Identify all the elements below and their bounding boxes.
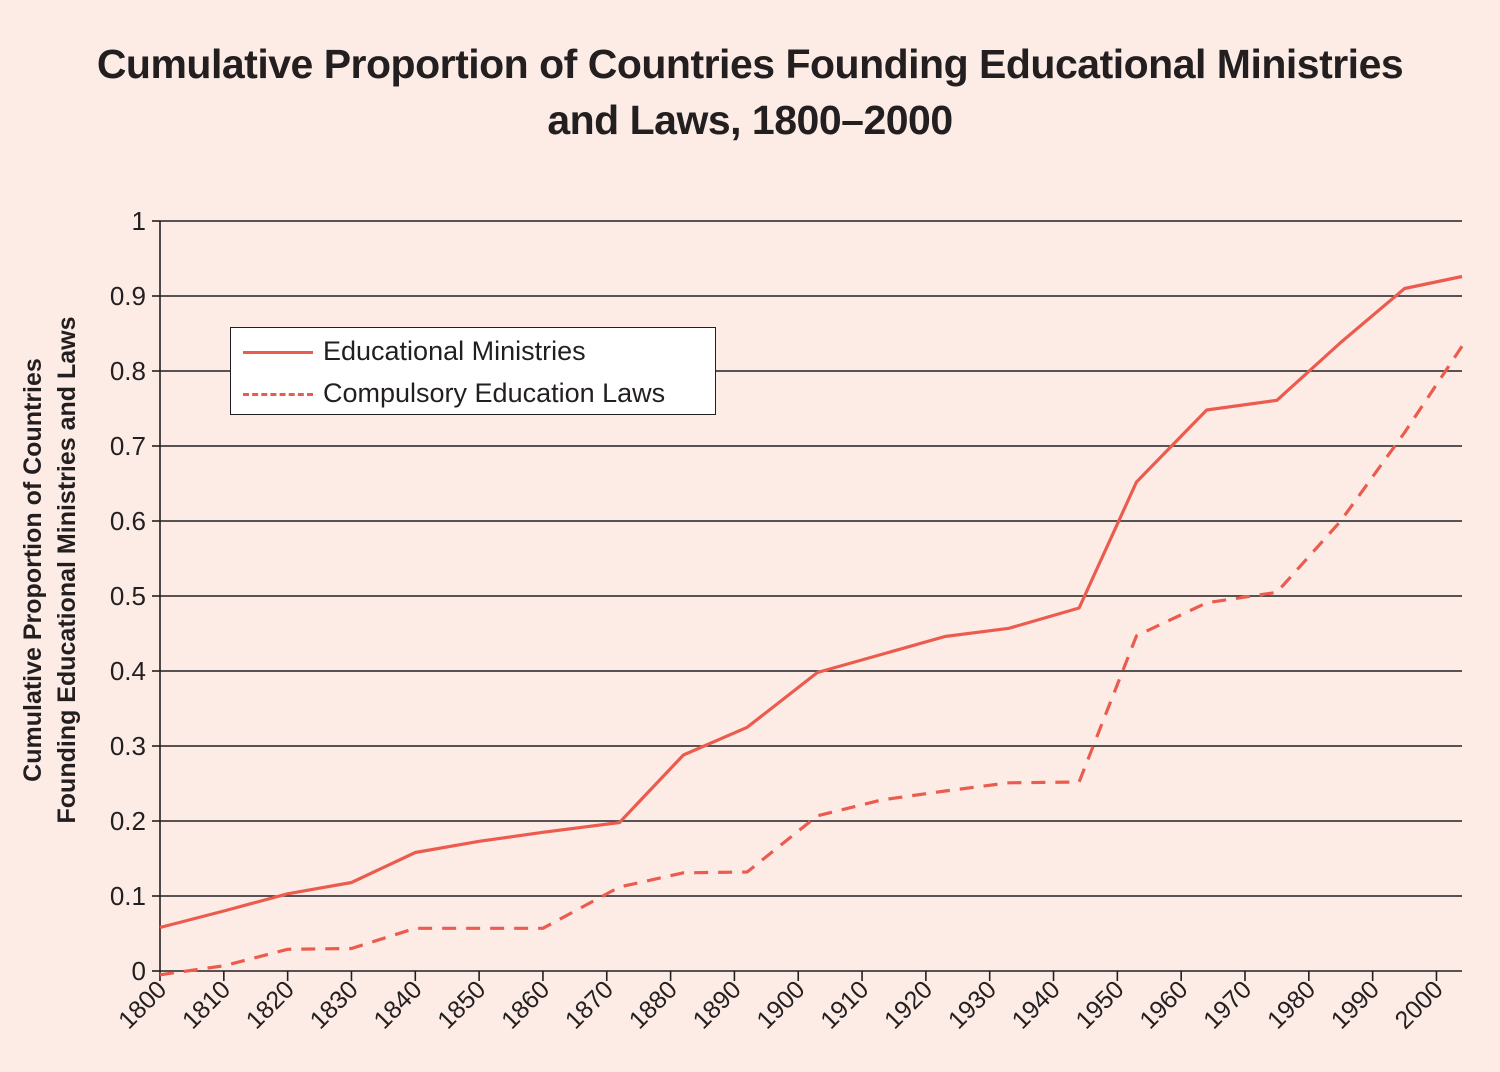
legend-item-laws: Compulsory Education Laws [231,374,715,414]
y-tick-label-1: 1 [132,206,146,236]
x-tick-label-1870: 1870 [560,975,619,1034]
x-tick-label-1910: 1910 [815,975,874,1034]
x-tick-label-1930: 1930 [943,975,1002,1034]
y-tick-label-0.2: 0.2 [110,806,146,836]
x-tick-label-1800: 1800 [113,975,172,1034]
x-tick-label-1850: 1850 [432,975,491,1034]
legend: Educational Ministries Compulsory Educat… [230,327,716,415]
gridlines [160,220,1462,897]
x-tick-label-1820: 1820 [241,975,300,1034]
y-axis-ticks: 0 0.1 0.2 0.3 0.4 0.5 0.6 0.7 0.8 0.9 1 [110,206,160,986]
chart-title-line-2: and Laws, 1800–2000 [547,97,953,143]
y-tick-label-0.4: 0.4 [110,656,146,686]
y-axis-label-container: Cumulative Proportion of Countries Found… [10,250,90,890]
x-tick-label-1950: 1950 [1070,975,1129,1034]
y-tick-label-0.1: 0.1 [110,881,146,911]
x-axis-ticks: 1800 1810 1820 1830 1840 1850 1860 1870 1880 1890… [113,971,1449,1035]
y-tick-label-0.9: 0.9 [110,281,146,311]
legend-label-laws: Compulsory Education Laws [323,378,666,408]
x-tick-label-1860: 1860 [496,975,555,1034]
y-axis-label-line-2: Founding Educational Ministries and Laws [53,316,81,824]
legend-item-ministries: Educational Ministries [231,332,715,372]
chart-title-line-1: Cumulative Proportion of Countries Found… [96,41,1404,87]
y-axis-label-line-1: Cumulative Proportion of Countries [19,358,47,782]
y-tick-label-0.3: 0.3 [110,731,146,761]
series-lines [159,274,1464,977]
series-line-compulsory-education-laws [159,345,1464,977]
y-axis-label: Cumulative Proportion of Countries Found… [16,260,84,880]
y-tick-label-0.6: 0.6 [110,506,146,536]
x-tick-label-1810: 1810 [177,975,236,1034]
x-tick-label-2000: 2000 [1390,975,1449,1034]
x-tick-label-1980: 1980 [1262,975,1321,1034]
y-tick-label-0.8: 0.8 [110,356,146,386]
x-tick-label-1840: 1840 [368,975,427,1034]
y-tick-label-0.7: 0.7 [110,431,146,461]
x-tick-label-1880: 1880 [624,975,683,1034]
x-tick-label-1920: 1920 [879,975,938,1034]
x-tick-label-1900: 1900 [751,975,810,1034]
legend-swatch-dashed [243,393,313,396]
x-tick-label-1830: 1830 [305,975,364,1034]
x-tick-label-1960: 1960 [1134,975,1193,1034]
x-tick-label-1970: 1970 [1198,975,1257,1034]
y-tick-label-0.5: 0.5 [110,581,146,611]
x-tick-label-1990: 1990 [1326,975,1385,1034]
legend-label-ministries: Educational Ministries [323,336,586,366]
x-tick-label-1940: 1940 [1007,975,1066,1034]
chart-title: Cumulative Proportion of Countries Found… [0,36,1500,148]
y-tick-label-0: 0 [132,956,146,986]
x-tick-label-1890: 1890 [688,975,747,1034]
legend-swatch-solid [243,351,313,354]
series-line-educational-ministries [159,274,1463,930]
